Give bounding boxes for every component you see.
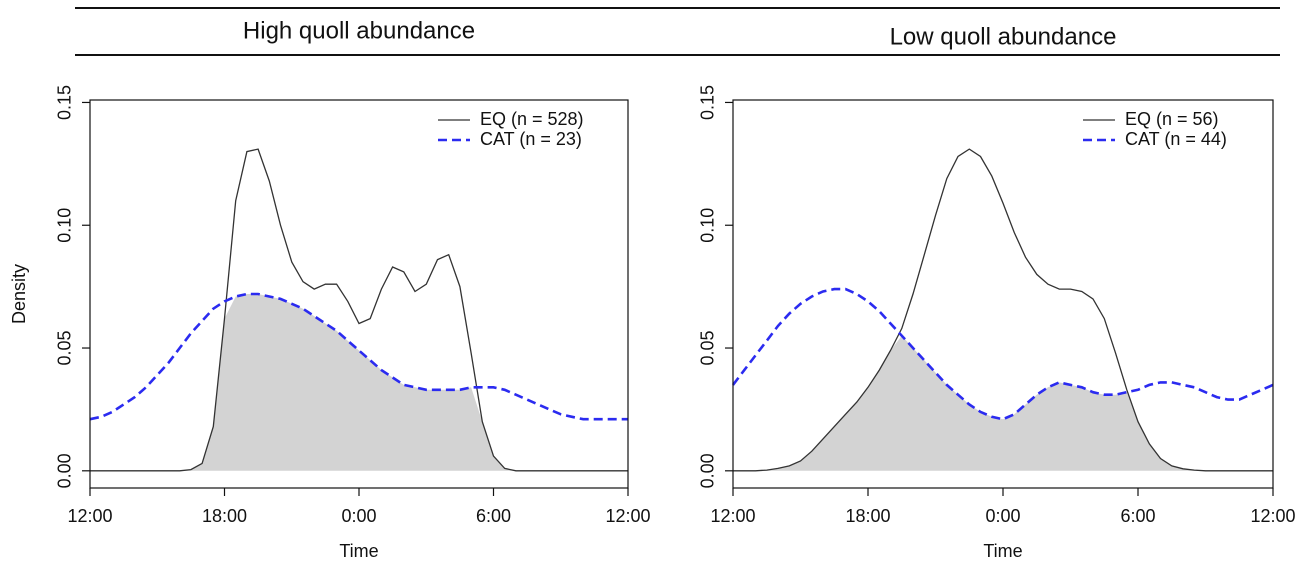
y-tick-label: 0.05	[55, 331, 75, 366]
x-tick-label: 6:00	[1120, 506, 1155, 526]
x-tick-label: 12:00	[1250, 506, 1295, 526]
density-line	[731, 287, 1274, 421]
x-tick-label: 12:00	[605, 506, 650, 526]
x-tick-label: 18:00	[202, 506, 247, 526]
y-tick-label: 0.00	[55, 453, 75, 488]
legend-label: EQ (n = 56)	[1125, 109, 1219, 129]
y-tick-label: 0.00	[698, 453, 718, 488]
plot-frame	[732, 99, 1274, 489]
x-tick-label: 12:00	[67, 506, 112, 526]
x-axis-label: Time	[339, 541, 378, 561]
legend-label: EQ (n = 528)	[480, 109, 584, 129]
x-tick-label: 12:00	[710, 506, 755, 526]
y-tick-label: 0.10	[55, 208, 75, 243]
y-tick-label: 0.15	[698, 85, 718, 120]
chart-title: High quoll abundance	[243, 17, 475, 44]
x-tick-label: 0:00	[341, 506, 376, 526]
x-tick-label: 0:00	[985, 506, 1020, 526]
density-line	[733, 148, 1273, 472]
overlap-shading	[90, 294, 628, 471]
x-axis-label: Time	[983, 541, 1022, 561]
legend-label: CAT (n = 44)	[1125, 129, 1227, 149]
y-tick-label: 0.10	[698, 208, 718, 243]
y-tick-label: 0.05	[698, 331, 718, 366]
overlap-shading	[733, 335, 1273, 471]
y-axis-label: Density	[9, 264, 29, 324]
x-tick-label: 6:00	[476, 506, 511, 526]
y-tick-label: 0.15	[55, 85, 75, 120]
legend-label: CAT (n = 23)	[480, 129, 582, 149]
chart-title: Low quoll abundance	[890, 23, 1117, 50]
density-line	[90, 148, 628, 472]
density-line	[89, 292, 628, 421]
x-tick-label: 18:00	[845, 506, 890, 526]
plot-frame	[89, 99, 629, 489]
